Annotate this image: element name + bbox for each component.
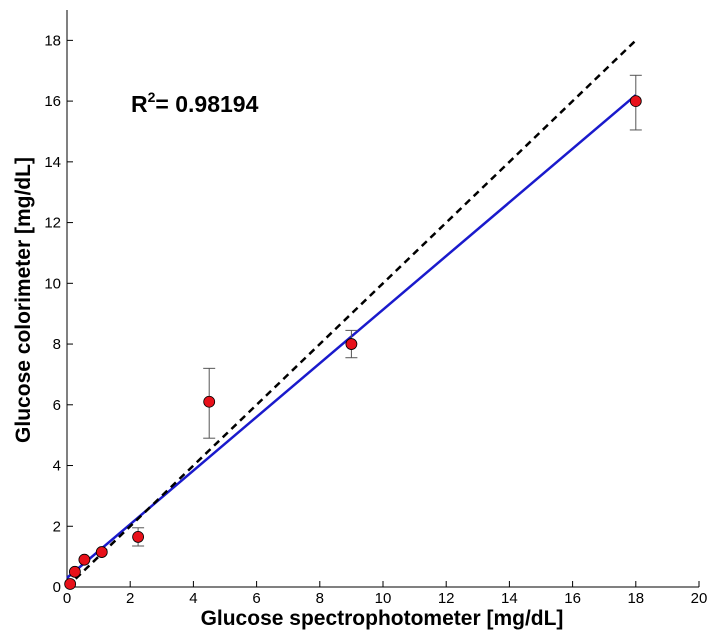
y-tick-label: 8 (53, 336, 61, 353)
y-tick-label: 16 (44, 93, 61, 110)
y-tick-label: 6 (53, 397, 61, 414)
x-axis-label: Glucose spectrophotometer [mg/dL] (201, 607, 564, 630)
y-tick-label: 14 (44, 154, 61, 171)
y-axis-label: Glucose colorimeter [mg/dL] (12, 157, 35, 443)
x-tick-label: 8 (316, 590, 324, 607)
data-point (345, 338, 358, 350)
tick-labels: 0 2 4 6 8 10 12 14 16 18 20 0 2 4 6 8 10 12 14 16 18 (44, 32, 707, 607)
x-tick-label: 20 (691, 590, 708, 607)
x-tick-label: 4 (189, 590, 197, 607)
y-tick-label: 18 (44, 32, 61, 49)
data-point (629, 95, 642, 108)
x-tick-label: 18 (627, 590, 644, 607)
x-tick-label: 14 (501, 590, 518, 607)
y-tick-label: 10 (44, 275, 61, 292)
y-tick-label: 12 (44, 215, 61, 232)
data-point (64, 578, 77, 590)
axes (66, 10, 700, 588)
data-point (203, 395, 216, 408)
x-tick-label: 10 (375, 590, 392, 607)
x-tick-label: 16 (564, 590, 581, 607)
x-tick-label: 6 (252, 590, 260, 607)
data-point (78, 553, 91, 566)
y-tick-label: 0 (53, 579, 61, 596)
y-tick-label: 2 (53, 518, 61, 535)
r2-value: = 0.98194 (155, 91, 258, 117)
fit-lines (66, 39, 637, 588)
x-tick-label: 0 (63, 590, 71, 607)
x-tick-label: 12 (438, 590, 455, 607)
data-point (69, 565, 81, 578)
r-squared-annotation: R2= 0.98194 (131, 89, 259, 117)
r2-superscript: 2 (148, 89, 156, 105)
x-tick-label: 2 (126, 590, 134, 607)
data-point (132, 530, 145, 543)
data-points (64, 74, 642, 590)
data-point (95, 546, 108, 558)
r2-base: R (131, 91, 148, 117)
y-tick-label: 4 (53, 458, 61, 475)
